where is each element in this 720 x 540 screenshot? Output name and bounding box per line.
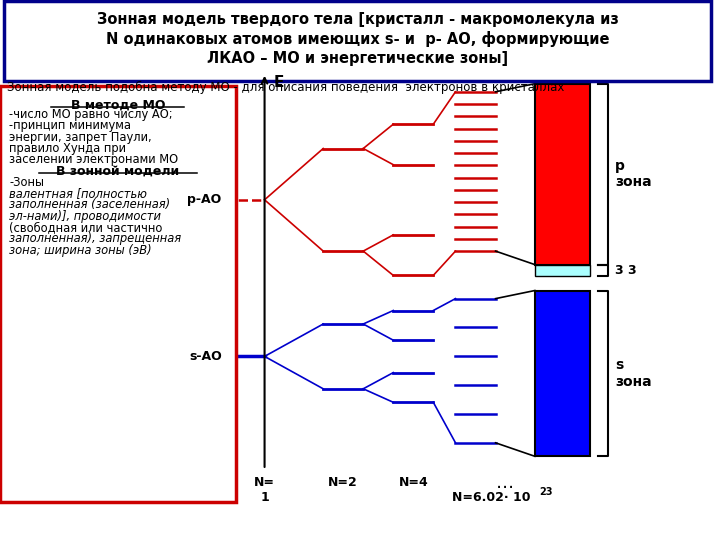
Text: заполненная), запрещенная: заполненная), запрещенная — [9, 232, 181, 245]
FancyBboxPatch shape — [0, 86, 236, 502]
Bar — [535, 84, 590, 265]
Text: -число МО равно числу АО;: -число МО равно числу АО; — [9, 108, 173, 121]
Text: энергии, запрет Паули,: энергии, запрет Паули, — [9, 131, 152, 144]
Text: -принцип минимума: -принцип минимума — [9, 119, 131, 132]
Text: N=2: N=2 — [328, 476, 358, 489]
Bar — [535, 265, 590, 276]
Text: -Зоны: -Зоны — [9, 176, 45, 188]
Text: N одинаковых атомов имеющих s- и  p- АО, формирующие: N одинаковых атомов имеющих s- и p- АО, … — [106, 31, 609, 47]
Text: p
зона: p зона — [615, 159, 652, 189]
Text: правило Хунда при: правило Хунда при — [9, 142, 126, 155]
Text: N=6.02· 10: N=6.02· 10 — [451, 491, 530, 504]
Text: В зонной модели: В зонной модели — [56, 165, 179, 178]
Text: (свободная или частично: (свободная или частично — [9, 221, 163, 234]
Text: s-АО: s-АО — [189, 350, 222, 363]
Text: Зонная модель подобна методу МО - для описания поведения  электронов в кристалла: Зонная модель подобна методу МО - для оп… — [7, 81, 564, 94]
Text: s
зона: s зона — [615, 359, 652, 388]
Text: валентная [полностью: валентная [полностью — [9, 187, 147, 200]
Text: зона; ширина зоны (эВ): зона; ширина зоны (эВ) — [9, 244, 152, 256]
FancyBboxPatch shape — [4, 1, 711, 81]
Text: заполненная (заселенная): заполненная (заселенная) — [9, 198, 171, 211]
Text: ЛКАО – МО и энергетические зоны]: ЛКАО – МО и энергетические зоны] — [207, 51, 508, 66]
Text: эл-нами)], проводимости: эл-нами)], проводимости — [9, 210, 161, 222]
Text: В методе МО: В методе МО — [71, 98, 165, 111]
Text: …: … — [496, 474, 514, 491]
Text: p-АО: p-АО — [187, 193, 222, 206]
Text: 23: 23 — [539, 487, 553, 497]
Text: N=4: N=4 — [398, 476, 428, 489]
Text: Зонная модель твердого тела [кристалл - макромолекула из: Зонная модель твердого тела [кристалл - … — [96, 12, 618, 27]
Bar — [535, 291, 590, 456]
Text: N=
1: N= 1 — [254, 476, 275, 504]
Text: 3 3: 3 3 — [615, 264, 636, 277]
Text: E: E — [273, 75, 284, 90]
Text: заселении электронами МО: заселении электронами МО — [9, 153, 179, 166]
